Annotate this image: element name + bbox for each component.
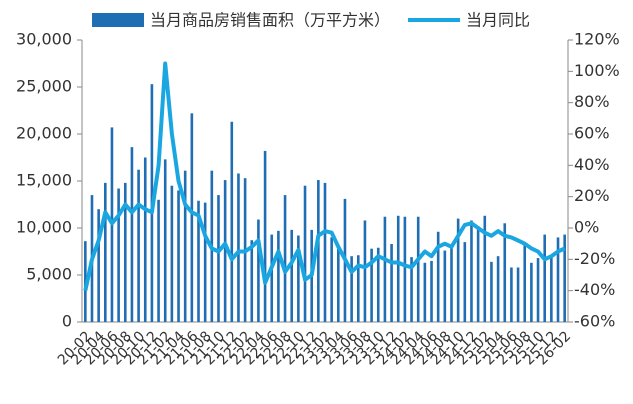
bar xyxy=(416,216,420,322)
bar xyxy=(217,195,220,322)
bar xyxy=(516,267,520,322)
legend-label: 当月商品房销售面积（万平方米） xyxy=(150,11,390,30)
bar xyxy=(530,262,533,322)
bar xyxy=(423,262,427,322)
bar xyxy=(490,261,493,322)
bar xyxy=(277,230,280,322)
y2-tick-label: 60% xyxy=(574,124,610,143)
bar xyxy=(536,258,540,322)
y2-tick-label: -60% xyxy=(574,312,615,331)
bar xyxy=(383,216,387,322)
bar xyxy=(290,229,294,322)
bar xyxy=(283,195,287,322)
bar xyxy=(323,182,327,322)
bar xyxy=(170,185,174,322)
bar xyxy=(263,150,267,322)
y2-tick-label: 100% xyxy=(574,61,620,80)
bar xyxy=(203,202,207,322)
bar xyxy=(163,159,167,322)
bar xyxy=(230,121,234,322)
bar xyxy=(550,256,553,322)
y2-tick-label: 80% xyxy=(574,92,610,111)
y-tick-label: 15,000 xyxy=(16,171,72,190)
bar xyxy=(463,242,467,322)
bar xyxy=(123,182,127,322)
bar xyxy=(556,237,560,322)
bar xyxy=(450,245,453,322)
y2-tick-label: -20% xyxy=(574,249,615,268)
bar xyxy=(443,250,447,322)
bar xyxy=(543,234,546,322)
bar xyxy=(436,231,440,322)
line xyxy=(83,61,566,292)
bar xyxy=(410,257,413,322)
bar xyxy=(510,267,513,322)
y-tick-label: 0 xyxy=(62,312,72,331)
bar xyxy=(190,113,194,322)
y-tick-label: 30,000 xyxy=(16,30,72,49)
bar xyxy=(396,215,400,322)
bar xyxy=(470,220,473,322)
bar xyxy=(117,188,120,322)
bar xyxy=(523,242,527,322)
bar xyxy=(356,255,360,322)
legend-label: 当月同比 xyxy=(466,11,530,30)
y-tick-label: 25,000 xyxy=(16,77,72,96)
y2-tick-label: 0% xyxy=(574,218,599,237)
bar xyxy=(317,180,320,322)
y2-tick-label: 120% xyxy=(574,30,620,49)
bar xyxy=(496,256,500,322)
bar xyxy=(270,234,274,322)
bar xyxy=(337,244,340,322)
bar xyxy=(456,218,460,322)
y-tick-label: 20,000 xyxy=(16,124,72,143)
bar xyxy=(390,243,393,322)
bar xyxy=(503,223,507,322)
y2-tick-label: 20% xyxy=(574,186,610,205)
bar xyxy=(250,240,254,322)
bar xyxy=(183,170,187,322)
bar xyxy=(363,220,367,322)
bar xyxy=(483,215,487,322)
bar xyxy=(297,235,300,322)
legend-swatch xyxy=(92,13,144,27)
bar xyxy=(476,226,480,322)
bar xyxy=(303,185,307,322)
bar xyxy=(403,216,407,322)
y2-tick-label: -40% xyxy=(574,280,615,299)
bar xyxy=(177,190,180,322)
bar xyxy=(237,173,240,322)
bar xyxy=(257,219,260,322)
bar xyxy=(350,256,353,322)
y-tick-label: 10,000 xyxy=(16,218,72,237)
bar xyxy=(130,147,134,322)
y-tick-label: 5,000 xyxy=(26,265,72,284)
bar xyxy=(376,247,380,322)
y2-tick-label: 40% xyxy=(574,155,610,174)
bar xyxy=(223,180,227,322)
bar xyxy=(370,248,373,322)
bar xyxy=(330,237,333,322)
bar xyxy=(137,169,140,322)
bar xyxy=(97,209,100,322)
bar xyxy=(157,199,160,322)
bar xyxy=(197,200,200,322)
bar xyxy=(563,234,566,322)
bar xyxy=(430,260,433,322)
bar xyxy=(143,157,147,322)
bar xyxy=(104,182,107,322)
